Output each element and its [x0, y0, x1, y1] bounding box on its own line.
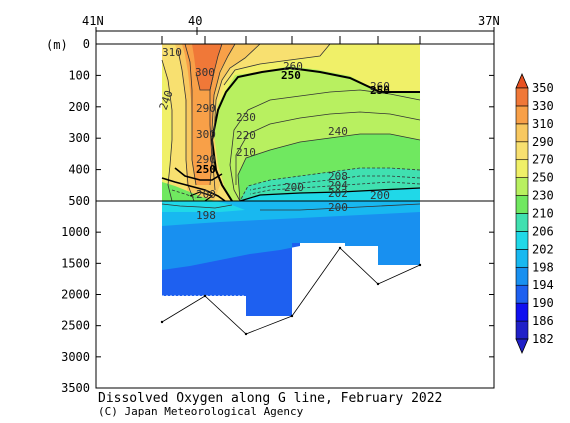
- colorbar-label: 270: [532, 153, 554, 167]
- contour-label: 230: [236, 111, 256, 124]
- y-tick-label: 400: [68, 163, 90, 177]
- colorbar-bottom-triangle: [515, 338, 529, 355]
- contour-label: 210: [236, 146, 256, 159]
- colorbar-top-triangle: [515, 72, 529, 89]
- colorbar-label: 210: [532, 207, 554, 221]
- contour-label: 290: [196, 153, 216, 166]
- contour-label: 220: [236, 129, 256, 142]
- contour-lines-lower: [161, 203, 421, 297]
- y-tick-labels-lower: 1000 1500 2000 2500 3000 3500: [61, 225, 494, 395]
- y-tick-label: 100: [68, 68, 90, 82]
- contour-labels: 310 300 250 260 260 250 240 290 230 300 …: [157, 46, 390, 222]
- contour-label: 200: [328, 201, 348, 214]
- colorbar-bin: [515, 123, 529, 143]
- colorbar-bin: [515, 320, 529, 340]
- contour-label: 300: [196, 128, 216, 141]
- colorbar-bin: [515, 213, 529, 232]
- station-markers: [161, 36, 421, 44]
- y-tick-label: 3500: [61, 381, 90, 395]
- y-tick-label: 1500: [61, 256, 90, 270]
- colorbar-label: 230: [532, 189, 554, 203]
- colorbar-label: 330: [532, 99, 554, 113]
- colorbar-bin: [515, 302, 529, 322]
- contour-label: 260: [283, 60, 303, 73]
- colorbar-label: 182: [532, 332, 554, 346]
- colorbar-bin: [515, 141, 529, 161]
- upper-panel-fill: [162, 44, 420, 201]
- y-tick-label: 200: [68, 100, 90, 114]
- colorbar-label: 250: [532, 171, 554, 185]
- y-tick-label: 300: [68, 131, 90, 145]
- colorbar-label: 290: [532, 135, 554, 149]
- y-tick-label: 2500: [61, 319, 90, 333]
- y-tick-label: 0: [83, 37, 90, 51]
- y-tick-label: 500: [68, 194, 90, 208]
- colorbar-bin: [515, 177, 529, 196]
- contour-label: 260: [370, 80, 390, 93]
- contour-label: 240: [157, 89, 176, 112]
- x-tick-labels: 41N 40 37N: [82, 14, 500, 28]
- colorbar-label: 194: [532, 278, 554, 292]
- y-tick-label: 1000: [61, 225, 90, 239]
- colorbar-bin: [515, 105, 529, 125]
- contour-label: 250: [370, 84, 390, 97]
- colorbar-bin: [515, 249, 529, 268]
- colorbar-labels: 182 186 190 194 198 202 206 210 230 250 270 290 310 3…: [532, 81, 554, 346]
- colorbar-bin: [515, 231, 529, 250]
- colorbar-label: 310: [532, 117, 554, 131]
- axes-frame: [95, 27, 495, 389]
- colorbar-label: 190: [532, 296, 554, 310]
- contour-label: 198: [196, 209, 216, 222]
- colorbar-bin: [515, 159, 529, 178]
- contour-label: 202: [328, 187, 348, 200]
- colorbar-label: 186: [532, 314, 554, 328]
- colorbar-label: 206: [532, 224, 554, 238]
- credit-text: (C) Japan Meteorological Agency: [98, 405, 304, 418]
- y-tick-label: 3000: [61, 350, 90, 364]
- colorbar-label: 202: [532, 242, 554, 256]
- contour-label: 310: [162, 46, 182, 59]
- colorbar-label: 198: [532, 260, 554, 274]
- contour-label: 240: [328, 125, 348, 138]
- colorbar-bin: [515, 87, 529, 107]
- lower-panel-fill: [162, 201, 420, 316]
- colorbar-bin: [515, 266, 529, 286]
- contour-label: 200: [196, 188, 216, 201]
- y-axis-label: (m): [46, 38, 68, 52]
- colorbar: [515, 72, 529, 355]
- x-tick-label: 40: [188, 14, 202, 28]
- y-tick-labels-upper: 0 100 200 300 400 500: [68, 37, 494, 208]
- x-tick-label: 37N: [478, 14, 500, 28]
- contour-label: 290: [196, 102, 216, 115]
- colorbar-label: 350: [532, 81, 554, 95]
- x-tick-label: 41N: [82, 14, 104, 28]
- contour-label: 200: [370, 189, 390, 202]
- contour-label: 250: [281, 69, 301, 82]
- colorbar-bin: [515, 195, 529, 214]
- contour-label: 250: [196, 163, 216, 176]
- contour-label: 300: [195, 66, 215, 79]
- y-tick-label: 2000: [61, 288, 90, 302]
- contour-label: 204: [328, 179, 348, 192]
- chart-title: Dissolved Oxygen along G line, February …: [98, 391, 442, 406]
- contour-label: 208: [328, 170, 348, 183]
- contour-label: 200: [284, 181, 304, 194]
- colorbar-bin: [515, 284, 529, 304]
- bathymetry-line: [160, 246, 422, 336]
- contour-lines: [161, 43, 421, 202]
